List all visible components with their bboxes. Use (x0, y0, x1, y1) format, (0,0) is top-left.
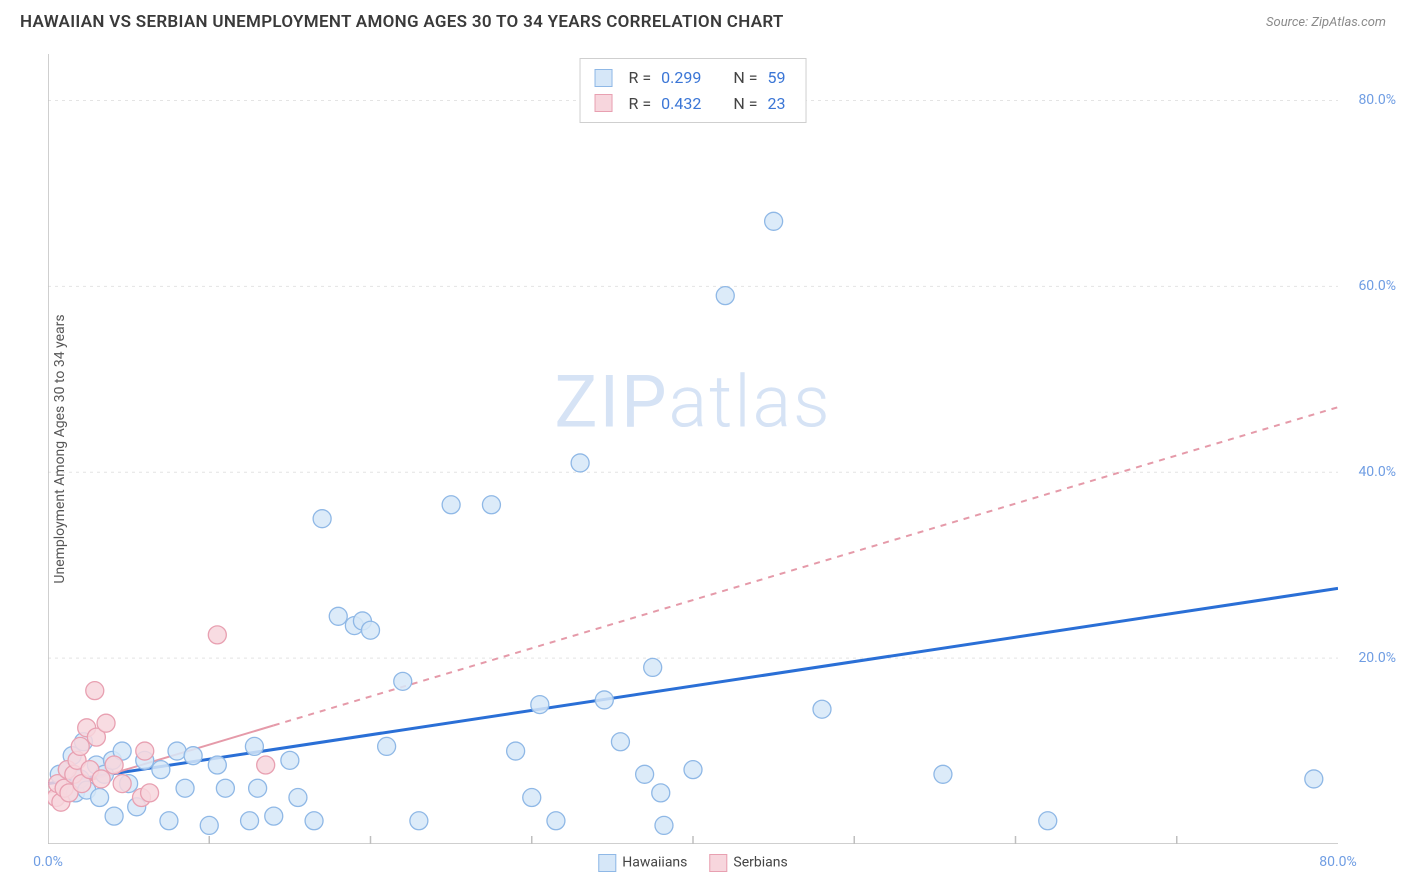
n-value: 59 (767, 65, 785, 91)
r-label: R = (629, 91, 652, 117)
header-bar: HAWAIIAN VS SERBIAN UNEMPLOYMENT AMONG A… (0, 0, 1406, 40)
chart-area: Unemployment Among Ages 30 to 34 years Z… (48, 54, 1338, 844)
r-value: 0.299 (661, 65, 701, 91)
chart-title: HAWAIIAN VS SERBIAN UNEMPLOYMENT AMONG A… (20, 12, 784, 32)
n-label: N = (733, 65, 757, 91)
source-label: Source: ZipAtlas.com (1266, 15, 1386, 30)
y-tick-label: 20.0% (1358, 650, 1396, 666)
legend-swatch (595, 94, 613, 112)
y-tick-label: 40.0% (1358, 464, 1396, 480)
n-value: 23 (767, 91, 785, 117)
correlation-legend: R = 0.299 N = 59 R = 0.432 N = 23 (580, 58, 807, 123)
n-label: N = (733, 91, 757, 117)
r-value: 0.432 (661, 91, 701, 117)
legend-swatch (595, 69, 613, 87)
r-label: R = (629, 65, 652, 91)
correlation-legend-row: R = 0.432 N = 23 (595, 91, 786, 117)
y-tick-label: 80.0% (1358, 92, 1396, 108)
legend-swatch (598, 854, 616, 872)
scatter-plot-svg (48, 54, 1338, 844)
series-legend-item: Hawaiians (598, 854, 687, 872)
x-tick-label: 0.0% (33, 854, 63, 870)
y-tick-label: 60.0% (1358, 278, 1396, 294)
x-tick-label: 80.0% (1319, 854, 1357, 870)
legend-swatch (709, 854, 727, 872)
series-legend-label: Serbians (733, 855, 787, 871)
series-legend-label: Hawaiians (622, 855, 687, 871)
series-legend-item: Serbians (709, 854, 787, 872)
y-axis-label: Unemployment Among Ages 30 to 34 years (52, 314, 68, 583)
series-legend: Hawaiians Serbians (598, 854, 787, 872)
correlation-legend-row: R = 0.299 N = 59 (595, 65, 786, 91)
